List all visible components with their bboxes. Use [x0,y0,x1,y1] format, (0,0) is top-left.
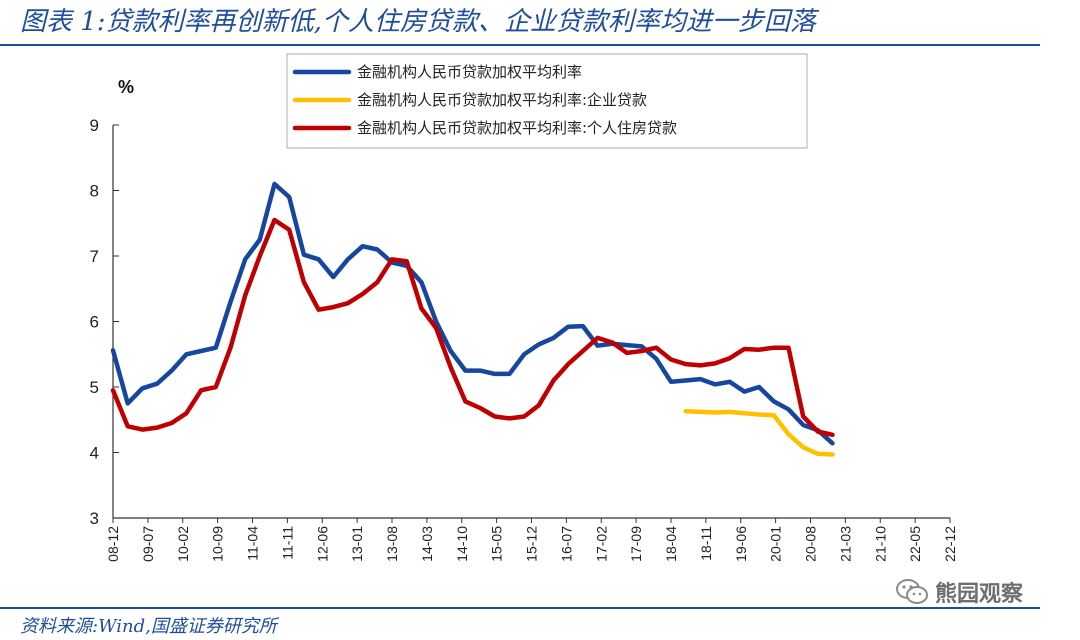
x-tick-label: 21-03 [837,526,853,562]
x-tick-label: 12-06 [314,526,330,562]
series-line-3 [110,217,835,438]
y-tick-label: 6 [90,313,99,332]
x-tick-label: 13-01 [349,526,365,562]
source-rule [0,607,1040,609]
x-tick-label: 15-12 [524,526,540,562]
x-tick-label: 15-05 [489,526,505,562]
x-tick-label: 20-01 [768,526,784,562]
source-note: 资料来源:Wind,国盛证券研究所 [20,616,277,637]
legend-label-1: 金融机构人民币贷款加权平均利率 [357,63,582,81]
x-tick-label: 14-10 [454,526,470,562]
watermark: 熊园观察 [895,572,1023,612]
y-tick-label: 9 [90,116,99,135]
x-tick-label: 18-04 [663,526,679,562]
x-tick-label: 08-12 [105,526,121,562]
y-tick-label: 8 [90,182,99,201]
x-tick-label: 13-08 [384,526,400,562]
y-tick-label: 7 [90,247,99,266]
watermark-text: 熊园观察 [935,582,1024,607]
x-tick-label: 22-12 [942,526,958,562]
chart-axes: 3 4 5 6 7 8 9% 08-12 09-07 10-02 10-09 11-04 11-11 12… [90,77,958,562]
x-tick-label: 17-09 [628,526,644,562]
x-tick-label: 17-02 [593,526,609,562]
x-tick-label: 10-09 [210,526,226,562]
legend-box [286,53,808,149]
x-tick-label: 09-07 [140,526,156,562]
title-rule [0,44,1040,46]
wechat-icon [896,579,928,604]
x-tick-label: 21-10 [872,526,888,562]
x-tick-label: 14-03 [419,526,435,562]
y-tick-label: 4 [90,444,99,463]
y-tick-label: 3 [90,509,99,528]
x-tick-label: 22-05 [907,526,923,562]
series-line-2 [683,408,835,457]
legend-label-2: 金融机构人民币贷款加权平均利率:企业贷款 [357,91,647,109]
x-tick-label: 16-07 [558,526,574,562]
y-tick-label: 5 [90,378,99,397]
x-tick-label: 11-11 [279,526,295,560]
chart-legend: 金融机构人民币贷款加权平均利率金融机构人民币贷款加权平均利率:企业贷款金融机构人… [286,53,808,149]
x-tick-label: 20-08 [803,526,819,562]
x-tick-label: 11-04 [245,526,261,561]
x-tick-label: 19-06 [733,526,749,562]
legend-label-3: 金融机构人民币贷款加权平均利率:个人住房贷款 [357,119,677,137]
series-line-1 [110,181,835,446]
x-tick-label: 18-11 [698,526,714,561]
figure-title: 图表 1:贷款利率再创新低,个人住房贷款、企业贷款利率均进一步回落 [20,7,816,37]
series-layer [110,181,835,457]
y-unit-label: % [118,77,134,97]
line-chart: 3 4 5 6 7 8 9% 08-12 09-07 10-02 10-09 11-04 11-11 12… [90,53,958,562]
x-tick-label: 10-02 [175,526,191,562]
